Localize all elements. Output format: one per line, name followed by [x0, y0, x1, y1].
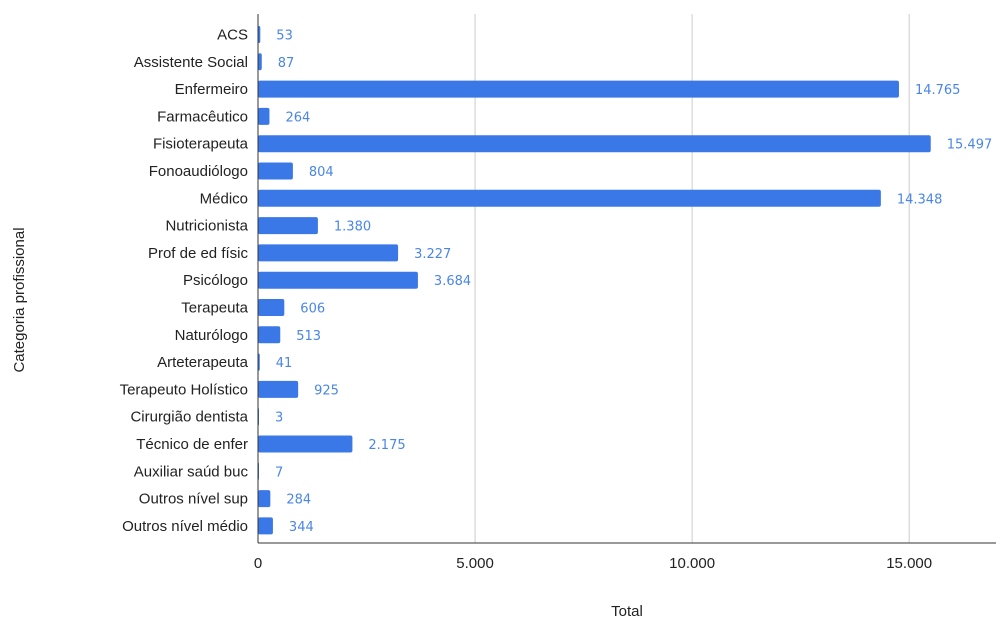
bar — [258, 189, 881, 207]
category-label: ACS — [217, 27, 248, 44]
data-label: 2.175 — [368, 438, 405, 453]
bar — [258, 299, 285, 316]
x-tick-label: 15.000 — [886, 555, 932, 572]
x-tick-labels: 0 5.000 10.000 15.000 — [254, 555, 932, 572]
bar — [258, 380, 299, 398]
data-label: 14.348 — [897, 192, 943, 207]
category-label: Outros nível sup — [139, 491, 248, 508]
y-axis-title: Categoria profissional — [11, 227, 28, 372]
bar — [258, 217, 318, 235]
category-label: Auxiliar saúd buc — [134, 463, 249, 480]
category-label: Arteterapeuta — [157, 354, 249, 371]
bar — [258, 162, 293, 180]
x-tick-label: 0 — [254, 555, 262, 572]
category-label: Outros nível médio — [122, 518, 248, 535]
data-label: 264 — [285, 110, 310, 125]
bar — [258, 107, 270, 125]
data-label: 53 — [276, 29, 293, 44]
data-label: 925 — [314, 383, 339, 398]
data-label: 804 — [309, 165, 334, 180]
bar — [258, 490, 271, 508]
category-label: Psicólogo — [183, 272, 248, 289]
x-tick-label: 10.000 — [669, 555, 715, 572]
data-label: 284 — [286, 493, 311, 508]
category-label: Fisioterapeuta — [153, 136, 249, 153]
bar — [258, 53, 262, 71]
category-label: Farmacêutico — [157, 108, 248, 125]
data-labels: 53 87 14.765 264 15.497 804 14.348 1.380 3.227 3.… — [275, 29, 992, 535]
category-label: Prof de ed físic — [148, 245, 249, 262]
x-axis-title: Total — [611, 603, 643, 620]
category-label: Cirurgião dentista — [130, 409, 248, 426]
category-label: Terapeuto Holístico — [120, 381, 248, 398]
data-label: 3.684 — [434, 274, 471, 289]
bar — [258, 244, 399, 262]
category-label: Técnico de enfer — [136, 436, 248, 453]
data-label: 15.497 — [947, 138, 993, 153]
data-label: 3.227 — [414, 247, 451, 262]
bar — [258, 435, 353, 453]
category-label: Naturólogo — [175, 327, 248, 344]
data-label: 41 — [276, 356, 293, 371]
category-label: Médico — [200, 190, 248, 207]
category-label: Terapeuta — [181, 300, 248, 317]
bar — [258, 326, 281, 344]
bar — [258, 517, 273, 535]
data-label: 3 — [275, 411, 283, 426]
data-label: 344 — [289, 520, 314, 535]
data-label: 606 — [300, 302, 325, 317]
bar — [258, 80, 899, 98]
data-label: 87 — [278, 56, 295, 71]
category-label: Nutricionista — [165, 218, 248, 235]
x-tick-label: 5.000 — [456, 555, 494, 572]
data-label: 7 — [275, 465, 283, 480]
category-label: Assistente Social — [134, 54, 248, 71]
category-label: Fonoaudiólogo — [149, 163, 248, 180]
bar — [258, 26, 261, 43]
grid-lines — [474, 14, 910, 543]
bar — [258, 271, 418, 289]
axes — [257, 14, 996, 544]
data-label: 14.765 — [915, 83, 961, 98]
bars — [258, 26, 931, 535]
category-label: Enfermeiro — [175, 81, 248, 98]
bar — [258, 135, 931, 153]
category-labels: ACS Assistente Social Enfermeiro Farmacêuti… — [120, 27, 249, 535]
data-label: 513 — [296, 329, 321, 344]
data-label: 1.380 — [334, 220, 371, 235]
